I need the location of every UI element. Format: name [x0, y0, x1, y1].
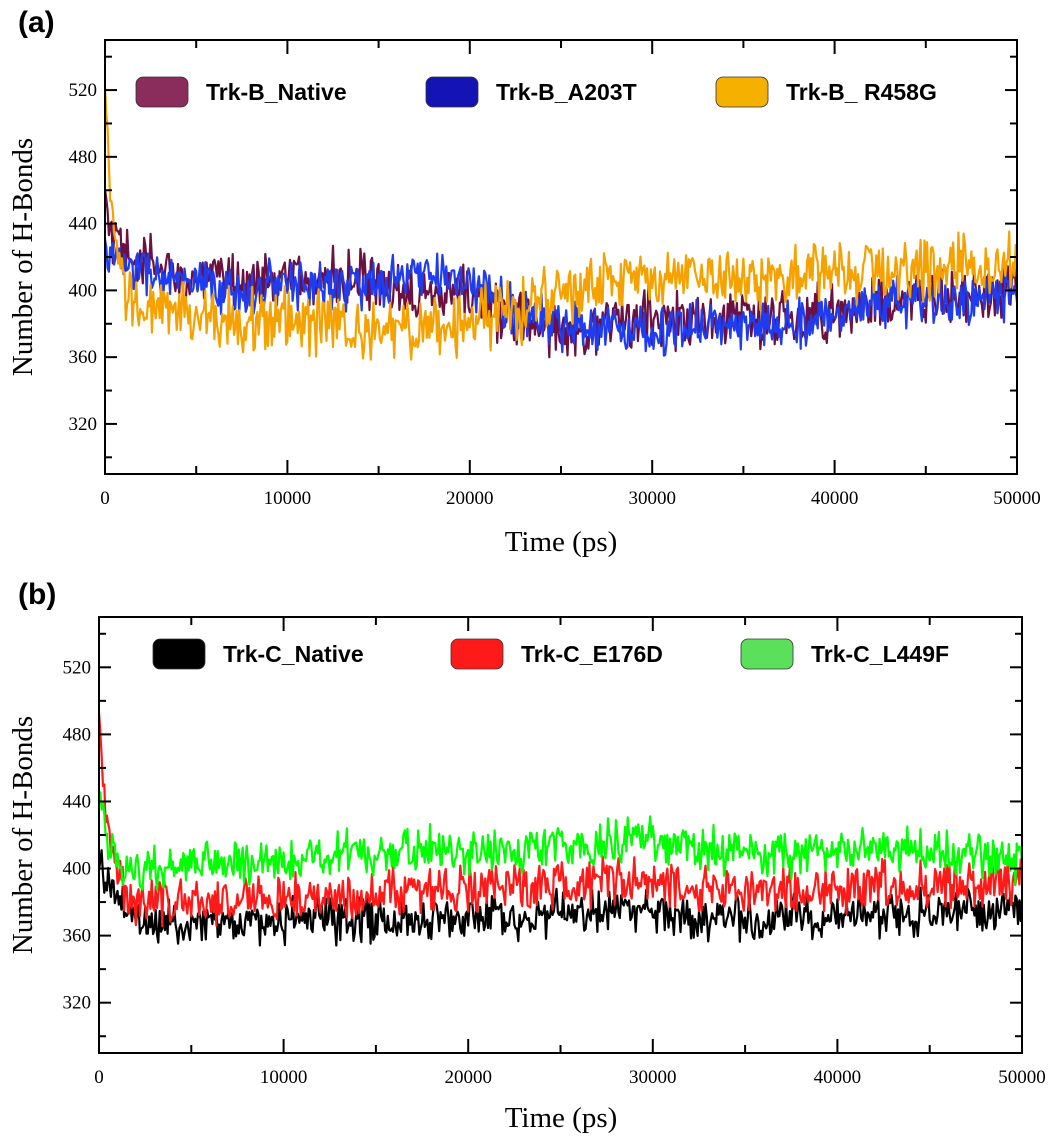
legend-swatch-b-1	[450, 638, 504, 670]
y-tick-label: 400	[63, 859, 92, 880]
series-line-a-2	[105, 85, 1017, 361]
x-tick-label: 10000	[260, 1067, 308, 1088]
legend: Trk-C_Native Trk-C_E176D Trk-C_L449F	[152, 638, 949, 670]
x-tick-label: 20000	[444, 1067, 492, 1088]
legend: Trk-B_Native Trk-B_A203T Trk-B_ R458G	[135, 76, 937, 108]
y-tick-label: 360	[69, 347, 98, 368]
x-tick-label: 30000	[629, 1067, 677, 1088]
y-tick-label: 520	[63, 657, 92, 678]
series-line-b-2	[99, 791, 1022, 891]
y-tick-label: 320	[63, 993, 92, 1014]
legend-swatch-a-2	[715, 76, 769, 108]
legend-label-a-0: Trk-B_Native	[206, 79, 347, 105]
legend-label-a-2: Trk-B_ R458G	[786, 79, 937, 105]
x-tick-label: 40000	[814, 1067, 862, 1088]
x-tick-label: 0	[100, 488, 110, 509]
legend-label-a-1: Trk-B_A203T	[496, 79, 637, 105]
series-group	[99, 712, 1022, 947]
x-tick-label: 10000	[264, 488, 312, 509]
series-group	[105, 85, 1017, 361]
panel-b: (b) 0 10000 20000 30000 40000 50000 320 360 400 44…	[7, 578, 1046, 1134]
series-line-b-0	[99, 849, 1022, 947]
y-tick-label: 440	[63, 791, 92, 812]
y-tick-label: 520	[69, 80, 98, 101]
legend-swatch-a-1	[425, 76, 479, 108]
panel-a: (a) 0 10000 20000 30000 40000 50000 320 360 400 44…	[7, 6, 1041, 558]
legend-label-b-1: Trk-C_E176D	[521, 641, 663, 667]
y-tick-label: 480	[69, 147, 98, 168]
legend-label-b-0: Trk-C_Native	[223, 641, 364, 667]
x-tick-label: 40000	[811, 488, 859, 509]
panel-label: (b)	[18, 578, 56, 611]
y-tick-label: 360	[63, 926, 92, 947]
panel-label: (a)	[18, 6, 55, 39]
series-line-a-1	[105, 239, 1017, 357]
legend-swatch-b-0	[152, 638, 206, 670]
legend-swatch-b-2	[740, 638, 794, 670]
y-tick-label: 480	[63, 724, 92, 745]
y-axis-title: Number of H-Bonds	[7, 716, 39, 954]
x-tick-label: 50000	[998, 1067, 1046, 1088]
x-tick-label: 30000	[628, 488, 676, 509]
y-tick-label: 440	[69, 214, 98, 235]
x-tick-label: 0	[94, 1067, 104, 1088]
x-axis-title: Time (ps)	[505, 1102, 618, 1134]
x-axis-title: Time (ps)	[505, 526, 618, 558]
y-axis-title: Number of H-Bonds	[7, 138, 39, 376]
x-tick-label: 50000	[993, 488, 1041, 509]
y-tick-label: 320	[69, 414, 98, 435]
legend-label-b-2: Trk-C_L449F	[811, 641, 949, 667]
series-line-b-1	[99, 712, 1022, 928]
y-tick-label: 400	[69, 280, 98, 301]
legend-swatch-a-0	[135, 76, 189, 108]
x-tick-label: 20000	[446, 488, 494, 509]
